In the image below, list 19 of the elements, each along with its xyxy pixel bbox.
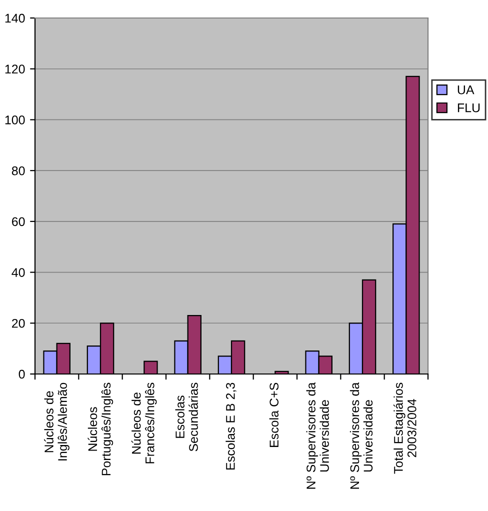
y-tick-label: 140 xyxy=(5,14,25,23)
x-tick-label: Núcleos de Inglês/Alemão xyxy=(44,382,70,460)
x-tick-label: Total Estagiários 2003/2004 xyxy=(394,382,416,474)
y-tick-label: 40 xyxy=(12,268,25,277)
x-tick-label: Núcleos de Francês/Inglês xyxy=(131,382,157,464)
x-tick-label: Nº Supervisores da Universidade xyxy=(350,382,373,489)
x-tick-label: Nº Supervisores da Universidade xyxy=(306,382,329,489)
x-tick-label: Núcleos Português/Inglês xyxy=(88,382,114,476)
x-tick-label: Escola C+S xyxy=(269,382,279,447)
y-tick-label: 20 xyxy=(12,318,25,328)
y-tick-label: 100 xyxy=(5,116,25,124)
y-tick-label: 60 xyxy=(12,217,25,226)
x-tick-label: Escolas Secundárias xyxy=(175,382,198,452)
x-tick-label: Escolas E B 2,3 xyxy=(226,382,236,470)
legend-label: FLU xyxy=(458,104,480,112)
y-tick-label: 80 xyxy=(12,166,25,176)
y-tick-label: 120 xyxy=(5,64,25,74)
legend-label: UA xyxy=(458,86,474,94)
y-tick-label: 0 xyxy=(18,370,25,379)
